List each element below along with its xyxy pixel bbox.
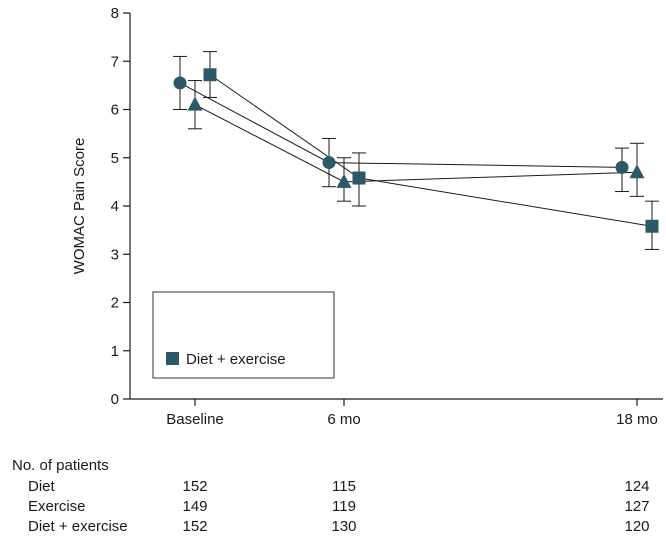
patients-row-label: Diet + exercise: [28, 518, 128, 535]
data-point-square: [352, 171, 366, 185]
x-tick-label: Baseline: [166, 411, 224, 428]
y-tick-label: 6: [111, 102, 119, 119]
series-line: [209, 74, 653, 227]
patients-count: 127: [624, 498, 649, 515]
y-tick-label: 5: [111, 150, 119, 167]
data-point-square: [645, 219, 659, 233]
y-axis-title: WOMAC Pain Score: [71, 138, 88, 275]
series-line: [194, 104, 638, 183]
patients-count: 119: [332, 498, 356, 515]
legend-box: [152, 291, 335, 379]
y-tick-label: 1: [111, 343, 119, 360]
legend: Diet + exercise: [152, 291, 335, 379]
series-line: [179, 82, 623, 168]
data-point-triangle: [629, 164, 645, 179]
patients-count: 130: [331, 518, 356, 535]
y-tick-label: 0: [111, 391, 119, 408]
x-tick-label: 18 mo: [616, 411, 658, 428]
x-tick-label: 6 mo: [327, 411, 360, 428]
legend-square-icon: [166, 352, 179, 365]
data-point-circle: [322, 156, 336, 170]
patients-count: 120: [624, 518, 649, 535]
patients-table: No. of patients Diet 152 115 124 Exercise 149 1…: [12, 457, 650, 535]
data-point-circle: [173, 76, 187, 90]
legend-label: Diet + exercise: [186, 351, 286, 368]
data-point-triangle: [187, 96, 203, 111]
y-tick-label: 8: [111, 5, 119, 22]
y-tick-label: 3: [111, 246, 119, 263]
y-tick-label: 7: [111, 53, 119, 70]
data-point-triangle: [336, 173, 352, 188]
y-tick-label: 2: [111, 295, 119, 312]
patients-count: 152: [182, 478, 207, 495]
data-point-circle: [615, 160, 629, 174]
y-tick-label: 4: [111, 198, 119, 215]
data-point-square: [203, 68, 217, 82]
patients-count: 115: [332, 478, 356, 495]
patients-row-label: Diet: [28, 478, 56, 495]
patients-count: 124: [624, 478, 649, 495]
patients-table-title: No. of patients: [12, 457, 109, 474]
patients-count: 149: [182, 498, 207, 515]
patients-count: 152: [182, 518, 207, 535]
patients-row-label: Exercise: [28, 498, 86, 515]
